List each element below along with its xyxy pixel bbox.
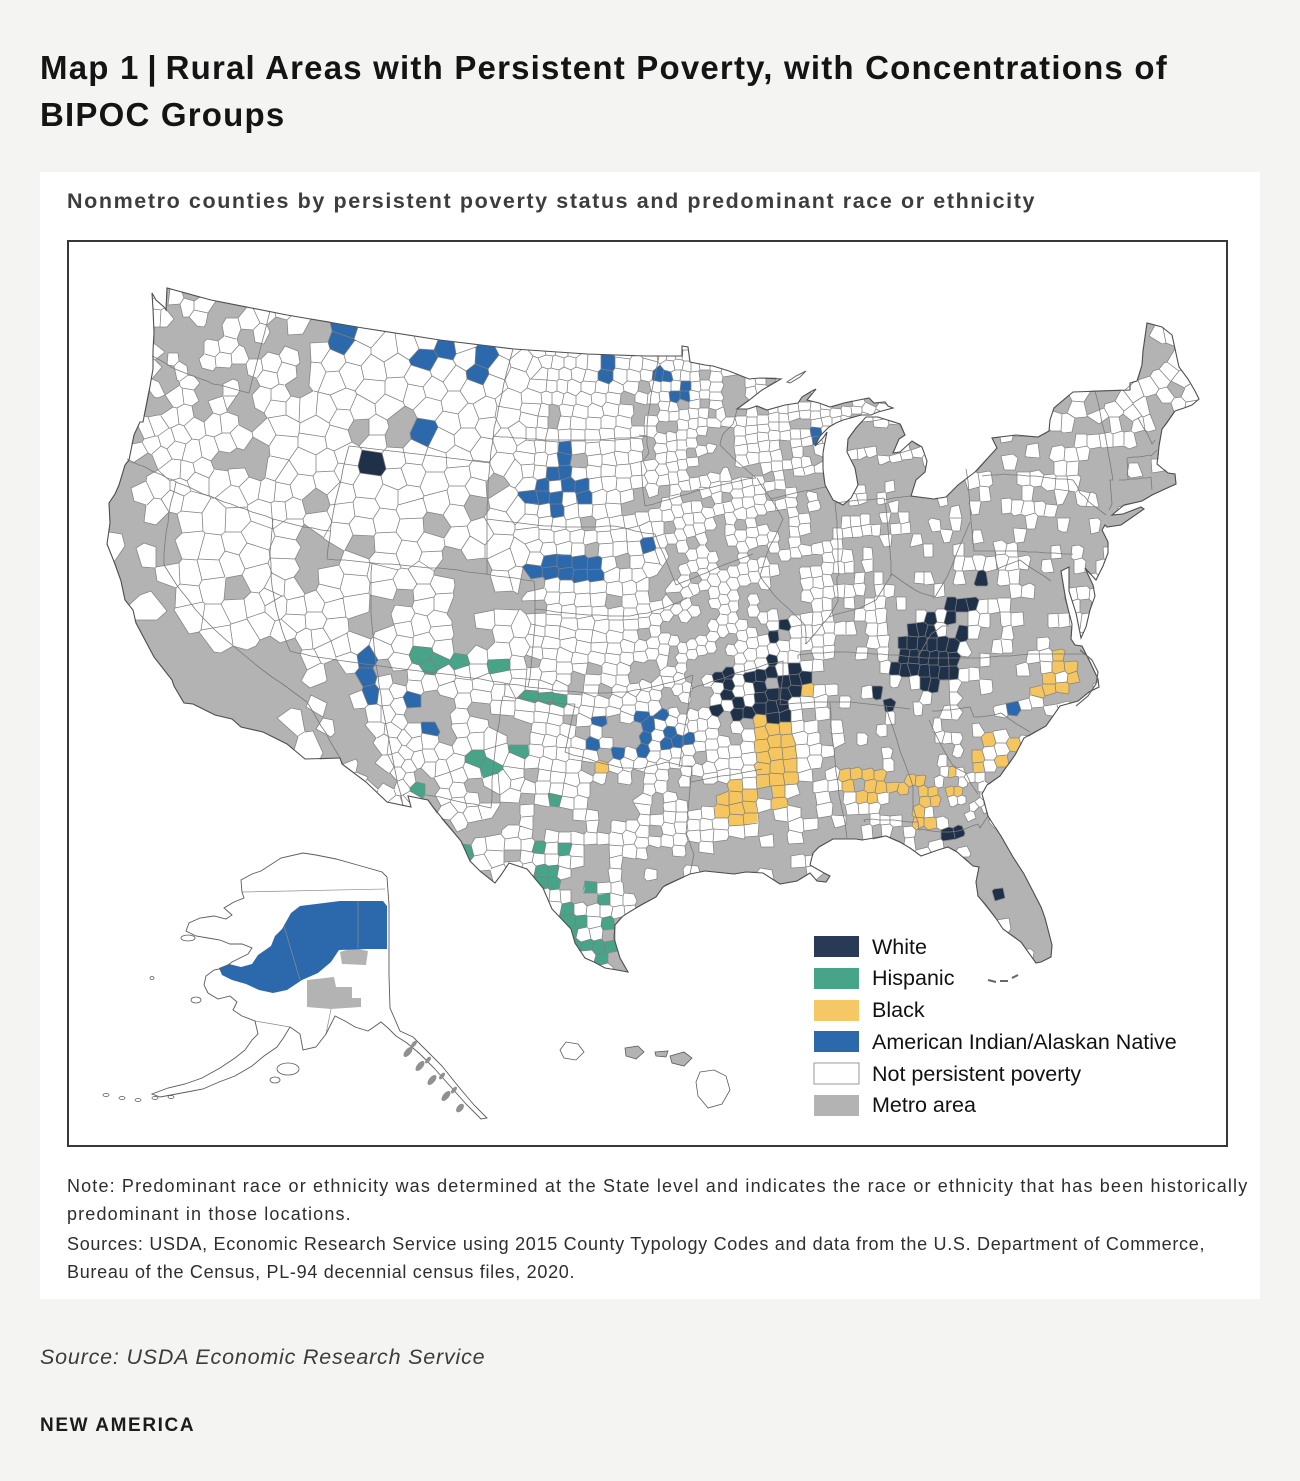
svg-text:American Indian/Alaskan Native: American Indian/Alaskan Native	[872, 1030, 1177, 1054]
svg-text:Not persistent poverty: Not persistent poverty	[872, 1062, 1081, 1086]
svg-text:Black: Black	[872, 998, 925, 1022]
svg-text:Hispanic: Hispanic	[872, 966, 955, 990]
svg-text:White: White	[872, 935, 927, 959]
svg-text:Metro area: Metro area	[872, 1093, 976, 1117]
